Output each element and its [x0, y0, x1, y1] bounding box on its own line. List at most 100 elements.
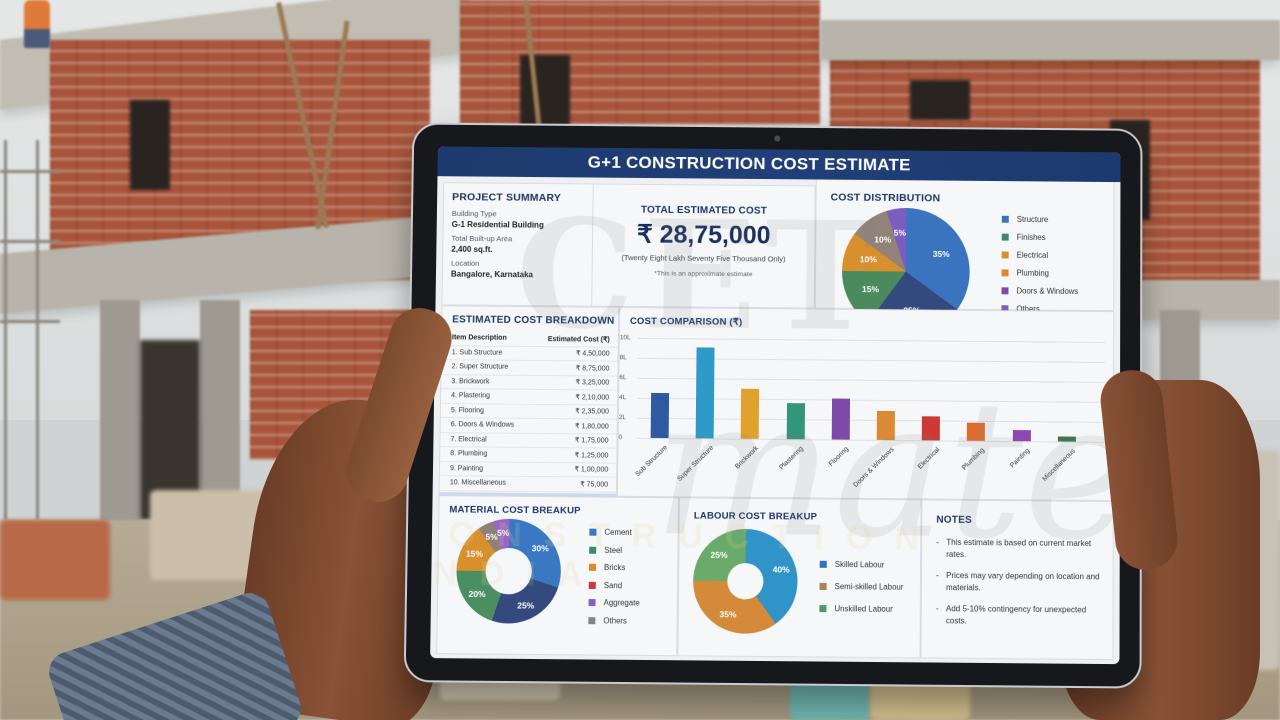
- item-description: 2. Super Structure: [451, 363, 509, 371]
- bullet-dash: -: [936, 570, 939, 580]
- field-label: Location: [451, 258, 480, 268]
- legend-swatch: [589, 546, 597, 554]
- legend-label: Bricks: [603, 562, 626, 573]
- legend-swatch: [1001, 287, 1009, 295]
- item-cost: ₹ 1,80,000: [575, 423, 609, 431]
- legend-item: Unskilled Labour: [819, 604, 903, 614]
- panel-title: LABOUR COST BREAKUP: [693, 510, 818, 523]
- bar: [1012, 430, 1031, 442]
- field-value: Bangalore, Karnataka: [450, 269, 534, 280]
- x-axis-label: Plastering: [778, 445, 806, 472]
- table-row: 4. Plastering ₹ 2,10,000: [440, 389, 618, 406]
- summary-field: Building Type G-1 Residential Building: [452, 209, 593, 230]
- item-description: 9. Painting: [449, 464, 484, 473]
- item-cost: ₹ 1,00,000: [574, 466, 609, 474]
- cost-comparison-bar-chart: 10L 8L 6L 4L 2L 0 Sub Structure Super Structure…: [619, 334, 1106, 489]
- y-axis-tick: 0: [618, 434, 623, 442]
- material-donut-chart: 30% 25% 20% 15% 5% 5%: [455, 518, 562, 624]
- scaffolding: [0, 240, 60, 243]
- item-description: 3. Brickwork: [451, 377, 490, 386]
- legend-swatch: [819, 582, 827, 591]
- cost-distribution-legend: Structure Finishes Electrical Plumbing Doors…: [1001, 215, 1078, 323]
- note-item: - Prices may vary depending on location a…: [936, 570, 1107, 596]
- x-axis-label: Doors & Windows: [852, 446, 896, 489]
- legend-item: Aggregate: [588, 598, 640, 608]
- legend-item: Steel: [589, 545, 640, 555]
- amount-in-words: (Twenty Eight Lakh Seventy Five Thousand…: [621, 253, 786, 264]
- legend-item: Semi-skilled Labour: [819, 582, 904, 592]
- column-header-cost: Estimated Cost (₹): [547, 335, 610, 344]
- panel-title: COST DISTRIBUTION: [830, 191, 941, 205]
- cost-comparison-panel: COST COMPARISON (₹) 10L 8L 6L 4L 2L 0 Sub Stru…: [616, 306, 1115, 502]
- table-row: 3. Brickwork ₹ 3,25,000: [441, 374, 618, 391]
- camera-icon: [774, 135, 781, 142]
- legend-swatch: [588, 599, 596, 607]
- window-opening: [910, 80, 970, 120]
- cost-distribution-panel: COST DISTRIBUTION 35%25%15%10%10%5% Stru…: [814, 179, 1115, 336]
- table-row: 10. Miscellaneous ₹ 75,000: [439, 476, 617, 493]
- item-description: 7. Electrical: [450, 435, 487, 444]
- cost-breakdown-panel: ESTIMATED COST BREAKDOWN Item Descriptio…: [438, 305, 620, 509]
- window-opening: [520, 55, 570, 125]
- project-summary-panel: PROJECT SUMMARY Building Type G-1 Reside…: [441, 182, 593, 307]
- scaffolding: [4, 140, 7, 520]
- table-row: 8. Plumbing ₹ 1,25,000: [440, 447, 617, 464]
- table-row: 1. Sub Structure ₹ 4,50,000: [441, 345, 618, 362]
- total-cost-panel: TOTAL ESTIMATED COST ₹ 28,75,000 (Twenty…: [591, 183, 816, 309]
- table-row: 6. Doors & Windows ₹ 1,80,000: [440, 418, 617, 435]
- legend-label: Steel: [604, 545, 623, 555]
- y-axis-tick: 6L: [619, 374, 627, 382]
- labour-legend: Skilled Labour Semi-skilled Labour Unskill…: [819, 560, 903, 627]
- x-axis-label: Plumbing: [961, 446, 987, 472]
- legend-item: Bricks: [588, 562, 640, 573]
- field-label: Building Type: [451, 209, 497, 219]
- bar: [967, 422, 986, 441]
- x-axis-label: Miscellaneous: [1041, 447, 1077, 483]
- legend-label: Cement: [604, 527, 632, 538]
- legend-item: Plumbing: [1001, 268, 1079, 278]
- legend-label: Electrical: [1016, 250, 1049, 260]
- gridline: [637, 337, 1106, 343]
- legend-item: Finishes: [1001, 232, 1079, 243]
- y-axis-tick: 8L: [619, 354, 627, 362]
- item-description: 1. Sub Structure: [451, 349, 503, 357]
- bullet-dash: -: [936, 537, 939, 547]
- labour-donut-chart: 40% 35% 25%: [692, 528, 798, 635]
- legend-swatch: [819, 560, 827, 568]
- panel-title: MATERIAL COST BREAKUP: [449, 504, 581, 517]
- worker-figure: [24, 0, 50, 48]
- legend-label: Plumbing: [1016, 268, 1049, 278]
- legend-label: Sand: [603, 580, 623, 590]
- slice-label: 5%: [496, 527, 510, 538]
- panel-title: TOTAL ESTIMATED COST: [640, 204, 768, 217]
- legend-label: Finishes: [1016, 232, 1046, 242]
- legend-item: Electrical: [1001, 250, 1079, 261]
- panel-title: PROJECT SUMMARY: [452, 191, 562, 205]
- slice-label: 25%: [710, 549, 728, 560]
- legend-swatch: [1001, 215, 1009, 223]
- legend-label: Semi-skilled Labour: [834, 582, 904, 592]
- dashboard-title: G+1 CONSTRUCTION COST ESTIMATE: [587, 152, 911, 175]
- legend-label: Unskilled Labour: [834, 604, 893, 614]
- item-description: 6. Doors & Windows: [450, 421, 515, 429]
- table-row: 9. Painting ₹ 1,00,000: [439, 461, 617, 478]
- legend-swatch: [588, 616, 596, 624]
- legend-swatch: [819, 605, 827, 613]
- slice-label: 30%: [531, 543, 549, 554]
- legend-item: Structure: [1001, 215, 1079, 225]
- slice-label: 20%: [468, 588, 486, 599]
- bar: [921, 416, 941, 441]
- bullet-dash: -: [935, 604, 939, 614]
- notes-panel: NOTES - This estimate is based on current…: [920, 499, 1114, 661]
- concrete-slab: [820, 20, 1280, 60]
- table-row: 7. Electrical ₹ 1,75,000: [440, 432, 617, 449]
- table-row: 5. Flooring ₹ 2,35,000: [440, 403, 617, 420]
- x-axis-label: Flooring: [827, 445, 851, 468]
- legend-swatch: [588, 563, 597, 571]
- bar: [876, 410, 895, 441]
- slice-label: 15%: [861, 284, 879, 295]
- brick-pile: [0, 520, 110, 600]
- x-axis-label: Painting: [1008, 447, 1032, 470]
- material-legend: Cement Steel Bricks Sand Aggregate Others: [588, 528, 640, 634]
- brick-wall: [460, 0, 820, 125]
